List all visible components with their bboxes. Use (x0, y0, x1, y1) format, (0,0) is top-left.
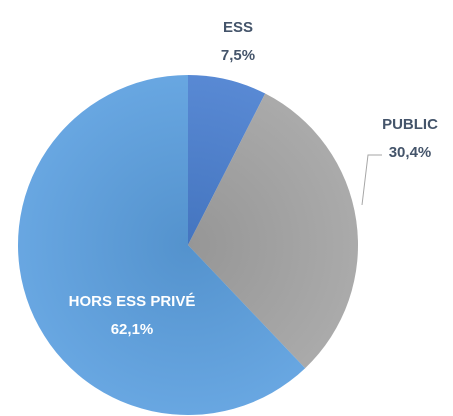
category-label: PUBLIC (382, 116, 438, 133)
category-label: HORS ESS PRIVÉ (69, 293, 196, 310)
leader-line (361, 154, 382, 206)
pie (18, 75, 358, 415)
category-label: ESS (223, 19, 253, 36)
value-label: 30,4% (389, 144, 432, 161)
labels: ESS 7,5% PUBLIC 30,4% HORS ESS PRIVÉ 62,1% (69, 19, 438, 338)
value-label: 62,1% (111, 321, 154, 338)
value-label: 7,5% (221, 47, 255, 64)
